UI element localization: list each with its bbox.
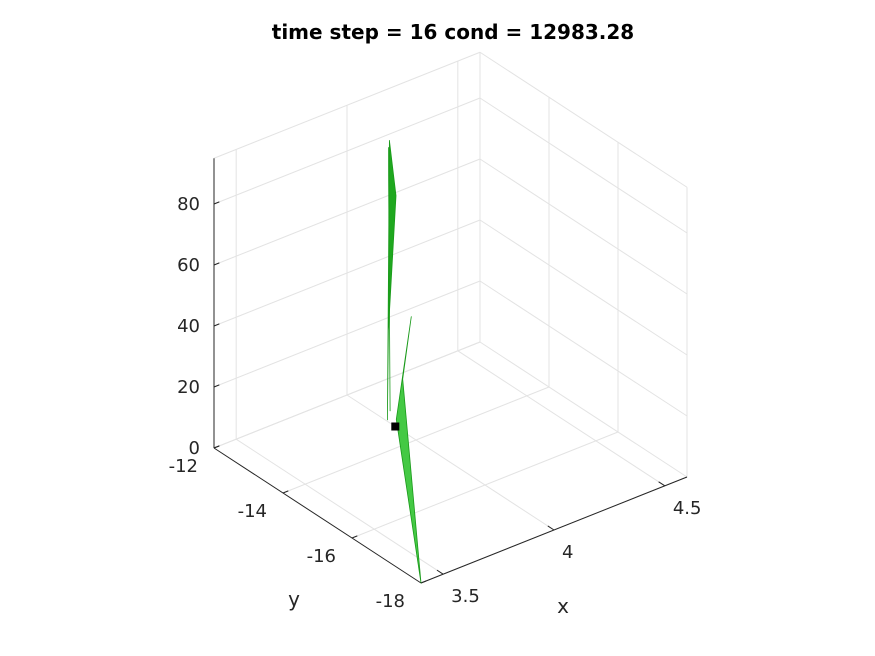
side-wall-gridline-z xyxy=(479,219,688,356)
y-tick-mark xyxy=(282,490,289,494)
box-top-edge-right xyxy=(479,51,688,188)
z-tick-mark xyxy=(213,323,220,327)
x-tick-mark xyxy=(658,481,666,487)
side-wall-gridline-z xyxy=(479,158,688,295)
y-tick-label: -16 xyxy=(307,546,336,567)
chart-title: time step = 16 cond = 12983.28 xyxy=(272,20,634,44)
axes-grid xyxy=(213,51,688,584)
x-axis-label: x xyxy=(557,594,569,618)
surface-plot xyxy=(386,139,422,584)
z-tick-mark xyxy=(213,384,220,388)
x-tick-label: 4 xyxy=(562,542,573,563)
z-tick-mark xyxy=(213,262,220,266)
x-tick-label: 4.5 xyxy=(673,498,702,519)
side-wall-gridline-z xyxy=(479,280,688,417)
side-wall-gridline-z xyxy=(479,97,688,234)
z-tick-label: 60 xyxy=(177,255,200,276)
y-tick-mark xyxy=(351,535,358,539)
back-wall-gridline-z xyxy=(213,219,481,327)
y-tick-label: -18 xyxy=(376,591,405,612)
tick-labels: 0 20 40 60 80 -12 -14 -16 -18 3.5 4 4.5 xyxy=(169,194,702,612)
back-wall-gridline-z xyxy=(213,280,481,388)
surface-tall-fin xyxy=(386,139,397,421)
floor-gridline-x xyxy=(457,350,666,487)
z-tick-label: 80 xyxy=(177,194,200,215)
axes-lines xyxy=(213,158,688,584)
floor-gridline-x xyxy=(346,394,555,531)
back-wall-gridline-z xyxy=(213,158,481,266)
z-tick-mark xyxy=(213,445,220,449)
back-wall-gridline-z xyxy=(213,341,481,449)
y-axis-line xyxy=(213,447,422,584)
floor-gridline-y xyxy=(282,386,550,494)
y-tick-mark xyxy=(420,580,427,584)
y-tick-label: -14 xyxy=(238,501,267,522)
surface-slanted-sheet xyxy=(395,316,422,584)
data-marker xyxy=(391,422,400,431)
floor-gridline-x xyxy=(235,438,444,575)
x-tick-mark xyxy=(547,525,555,531)
z-tick-label: 0 xyxy=(189,438,200,459)
z-tick-label: 20 xyxy=(177,377,200,398)
x-tick-mark xyxy=(436,569,444,575)
box-top-edge-left xyxy=(213,51,481,159)
z-tick-mark xyxy=(213,201,220,205)
back-wall-gridline-z xyxy=(213,97,481,205)
side-wall-gridline-z xyxy=(479,341,688,478)
z-tick-label: 40 xyxy=(177,316,200,337)
y-tick-label: -12 xyxy=(169,456,198,477)
x-tick-label: 3.5 xyxy=(451,586,480,607)
y-axis-label: y xyxy=(288,587,300,611)
floor-gridline-y xyxy=(351,431,619,539)
surface-thin-fin xyxy=(387,147,391,412)
